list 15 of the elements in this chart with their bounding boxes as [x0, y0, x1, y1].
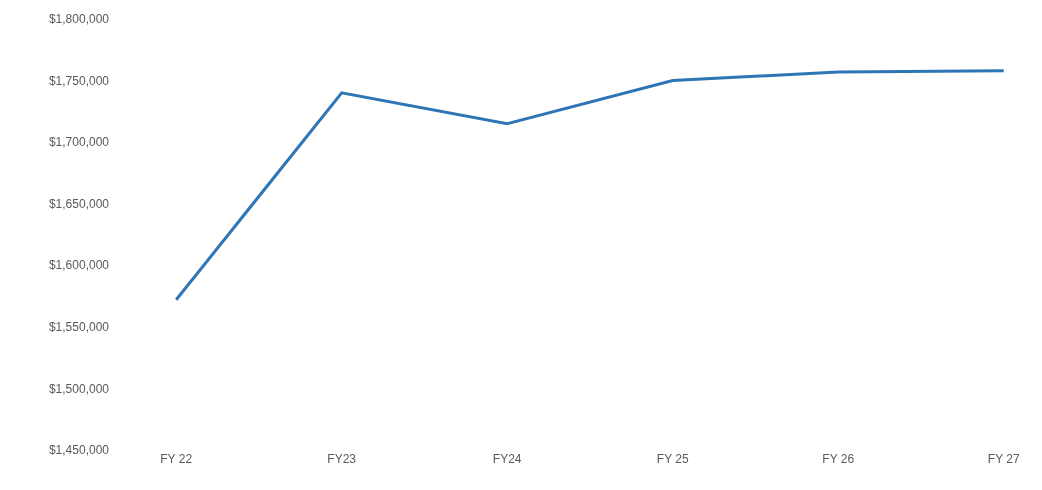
y-tick-label: $1,700,000 — [48, 135, 110, 150]
y-tick-label: $1,750,000 — [48, 73, 110, 88]
x-tick-label: FY23 — [327, 452, 357, 466]
x-tick-label: FY 26 — [822, 452, 855, 466]
x-tick-label: FY 22 — [160, 452, 193, 466]
y-tick-label: $1,800,000 — [48, 12, 110, 27]
x-tick-label: FY 25 — [656, 452, 689, 466]
y-tick-label: $1,500,000 — [48, 381, 110, 396]
y-tick-label: $1,650,000 — [48, 196, 110, 211]
y-tick-label: $1,600,000 — [48, 258, 110, 273]
y-tick-label: $1,550,000 — [48, 320, 110, 335]
x-tick-label: FY24 — [492, 452, 522, 466]
x-tick-label: FY 27 — [987, 452, 1020, 466]
y-tick-label: $1,450,000 — [48, 443, 110, 458]
line-series — [174, 69, 1006, 302]
